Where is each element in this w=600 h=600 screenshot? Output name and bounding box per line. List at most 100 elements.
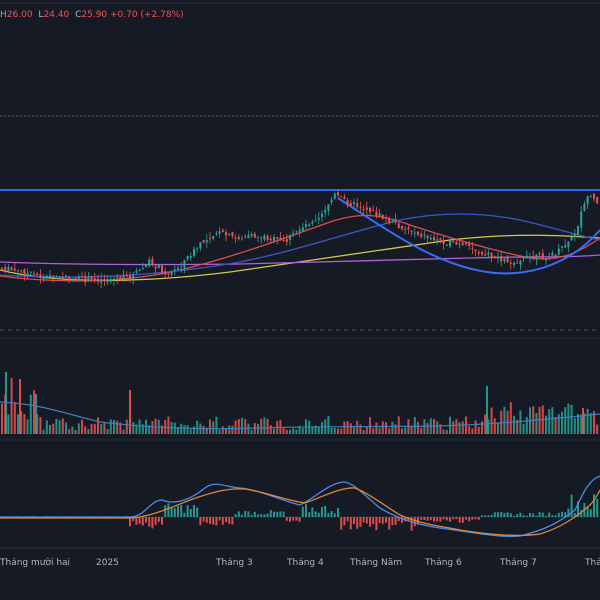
macd-histogram-bar — [391, 517, 394, 526]
candle-body — [106, 279, 109, 283]
volume-bar — [244, 419, 247, 434]
macd-histogram-bar — [215, 517, 218, 526]
volume-bar — [116, 420, 119, 434]
candle-body — [567, 241, 570, 248]
macd-histogram-bar — [273, 511, 275, 517]
candle-body — [253, 233, 256, 238]
ma-blue-line — [0, 213, 600, 278]
macd-histogram — [1, 494, 599, 531]
volume-bar — [161, 425, 163, 434]
candle-body — [359, 207, 362, 209]
volume-bar — [97, 417, 99, 434]
macd-histogram-bar — [157, 517, 160, 522]
candle-body — [471, 247, 474, 249]
volume-bar — [404, 427, 407, 434]
volume-bar — [525, 416, 528, 434]
macd-histogram-bar — [349, 517, 352, 530]
volume-bar — [417, 421, 419, 434]
candle-body — [570, 236, 573, 240]
candle-body — [199, 242, 202, 249]
volume-bar — [564, 407, 567, 434]
candle-body — [417, 231, 419, 235]
xaxis-label-thang-6: Tháng 6 — [424, 558, 462, 568]
candle-body — [65, 275, 67, 278]
candle-body — [273, 236, 275, 241]
low-label: L — [38, 10, 44, 20]
ohlc-legend: H26.00 L24.40 C25.90 +0.70 (+2.78%) — [0, 10, 184, 20]
candle-body — [298, 229, 301, 232]
volume-bar — [20, 411, 23, 434]
macd-histogram-bar — [516, 514, 519, 517]
macd-histogram-bar — [276, 511, 279, 517]
volume-bar — [202, 425, 205, 434]
candle-body — [455, 241, 458, 245]
macd-histogram-bar — [433, 517, 435, 522]
price-candles — [1, 189, 599, 289]
macd-histogram-bar — [228, 517, 231, 524]
volume-bar — [1, 403, 3, 434]
candle-body — [164, 271, 167, 275]
volume-bar — [311, 426, 314, 434]
candle-body — [308, 224, 311, 227]
candle-body — [439, 238, 442, 241]
candle-body — [282, 239, 285, 242]
volume-bar — [359, 424, 362, 434]
macd-histogram-bar — [148, 517, 151, 527]
volume-bar — [77, 423, 80, 434]
volume-bar — [538, 406, 541, 434]
volume-bar — [71, 426, 74, 434]
xaxis-label-thang-nam: Tháng Năm — [349, 558, 402, 568]
macd-histogram-bar — [138, 517, 141, 524]
candle-body — [506, 256, 509, 263]
volume-bars — [1, 372, 599, 434]
candle-body — [269, 238, 272, 241]
macd-histogram-bar — [548, 512, 551, 517]
macd-histogram-bar — [567, 508, 570, 517]
candle-body — [561, 246, 563, 248]
volume-bar — [577, 413, 579, 434]
volume-bar — [452, 421, 455, 434]
candle-body — [231, 232, 234, 237]
candle-body — [324, 209, 327, 213]
volume-bar — [218, 429, 221, 434]
macd-histogram-bar — [541, 512, 544, 517]
volume-bar — [394, 424, 397, 434]
high-value: 26.00 — [6, 10, 33, 20]
macd-histogram-bar — [199, 517, 202, 526]
volume-bar — [221, 426, 224, 434]
volume-bar — [292, 428, 295, 434]
volume-bar — [215, 416, 218, 434]
candle-body — [49, 275, 51, 277]
volume-bar — [26, 419, 29, 434]
candle-body — [337, 192, 339, 196]
cup-arc[interactable] — [337, 197, 600, 275]
volume-bar — [340, 428, 343, 434]
candle-body — [378, 213, 381, 217]
macd-histogram-bar — [410, 517, 413, 531]
volume-bar — [167, 416, 170, 434]
macd-histogram-bar — [202, 517, 205, 522]
macd-histogram-bar — [269, 510, 272, 517]
volume-bar — [55, 418, 58, 434]
change-value: +0.70 (+2.78%) — [110, 10, 184, 20]
candle-body — [333, 193, 336, 199]
candle-body — [295, 231, 298, 233]
volume-bar — [33, 390, 35, 434]
candle-body — [420, 234, 423, 237]
candle-body — [81, 276, 83, 278]
macd-histogram-bar — [545, 515, 547, 517]
macd-histogram-bar — [305, 504, 307, 517]
macd-histogram-bar — [353, 517, 355, 525]
candle-body — [23, 269, 26, 276]
candle-body — [311, 221, 314, 224]
macd-histogram-bar — [503, 513, 506, 517]
candle-body — [68, 276, 71, 281]
candle-body — [141, 268, 144, 270]
candle-body — [74, 277, 77, 281]
candle-body — [29, 271, 32, 273]
candle-body — [490, 252, 493, 259]
macd-histogram-bar — [292, 517, 295, 521]
candle-body — [381, 214, 384, 219]
macd-histogram-bar — [513, 515, 515, 517]
